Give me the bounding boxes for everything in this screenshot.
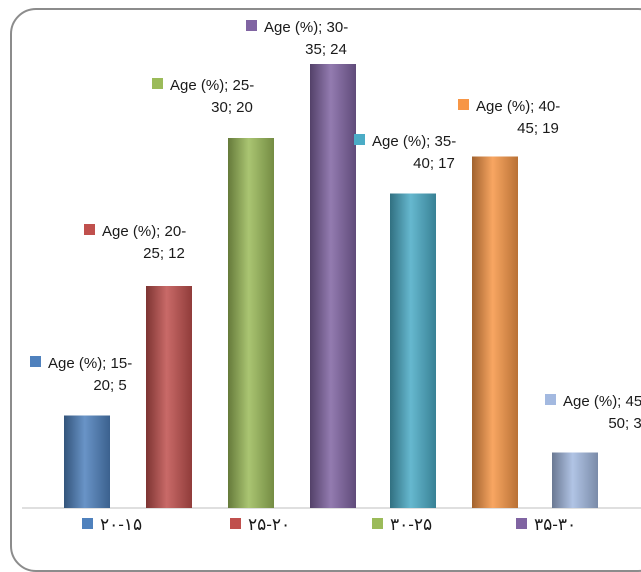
- legend-label: ۲۵-۲۰: [248, 515, 290, 534]
- legend-item-3: ۳۰-۲۵: [372, 515, 432, 534]
- data-label-line2: 30; 20: [211, 99, 253, 116]
- bar-45-50: [552, 452, 598, 508]
- data-label-line2: 45; 19: [517, 120, 559, 137]
- legend-label: ۲۰-۱۵: [100, 515, 142, 534]
- legend-item-4: ۳۵-۳۰: [516, 515, 576, 534]
- bar-40-45: [472, 156, 518, 508]
- legend-key: [372, 518, 383, 529]
- data-label-line1: Age (%); 25-: [170, 77, 254, 94]
- data-label-line2: 50; 3: [608, 415, 641, 432]
- data-label-15-20: Age (%); 15- 20; 5: [30, 355, 132, 394]
- bar-25-30: [228, 138, 274, 508]
- bar-20-25: [146, 286, 192, 508]
- data-label-line1: Age (%); 30-: [264, 19, 348, 36]
- data-label-line2: 20; 5: [93, 377, 126, 394]
- legend-item-1: ۲۰-۱۵: [82, 515, 142, 534]
- data-label-25-30: Age (%); 25- 30; 20: [152, 77, 254, 116]
- legend-label: ۳۰-۲۵: [390, 515, 432, 534]
- legend-label: ۳۵-۳۰: [534, 515, 576, 534]
- data-label-line1: Age (%); 45-: [563, 393, 641, 410]
- legend-item-2: ۲۵-۲۰: [230, 515, 290, 534]
- data-label-line1: Age (%); 40-: [476, 98, 560, 115]
- data-label-line1: Age (%); 20-: [102, 223, 186, 240]
- bars-group: [22, 64, 641, 509]
- bar-30-35: [310, 64, 356, 508]
- data-label-key: [152, 78, 163, 89]
- data-label-35-40: Age (%); 35- 40; 17: [354, 133, 456, 172]
- data-label-line1: Age (%); 15-: [48, 355, 132, 372]
- legend: ۲۰-۱۵ ۲۵-۲۰ ۳۰-۲۵ ۳۵-۳۰: [82, 515, 576, 534]
- legend-key: [230, 518, 241, 529]
- legend-key: [516, 518, 527, 529]
- data-label-20-25: Age (%); 20- 25; 12: [84, 223, 186, 262]
- legend-key: [82, 518, 93, 529]
- bar-35-40: [390, 193, 436, 508]
- data-label-key: [30, 356, 41, 367]
- data-label-key: [545, 394, 556, 405]
- data-label-line2: 25; 12: [143, 245, 185, 262]
- data-label-line2: 35; 24: [305, 41, 347, 58]
- data-label-key: [458, 99, 469, 110]
- data-label-30-35: Age (%); 30- 35; 24: [246, 19, 348, 58]
- data-label-key: [84, 224, 95, 235]
- bar-15-20: [64, 415, 110, 508]
- data-label-key: [354, 134, 365, 145]
- data-label-45-50: Age (%); 45- 50; 3: [545, 393, 641, 432]
- data-label-key: [246, 20, 257, 31]
- data-label-40-45: Age (%); 40- 45; 19: [458, 98, 560, 137]
- data-label-line1: Age (%); 35-: [372, 133, 456, 150]
- data-label-line2: 40; 17: [413, 155, 455, 172]
